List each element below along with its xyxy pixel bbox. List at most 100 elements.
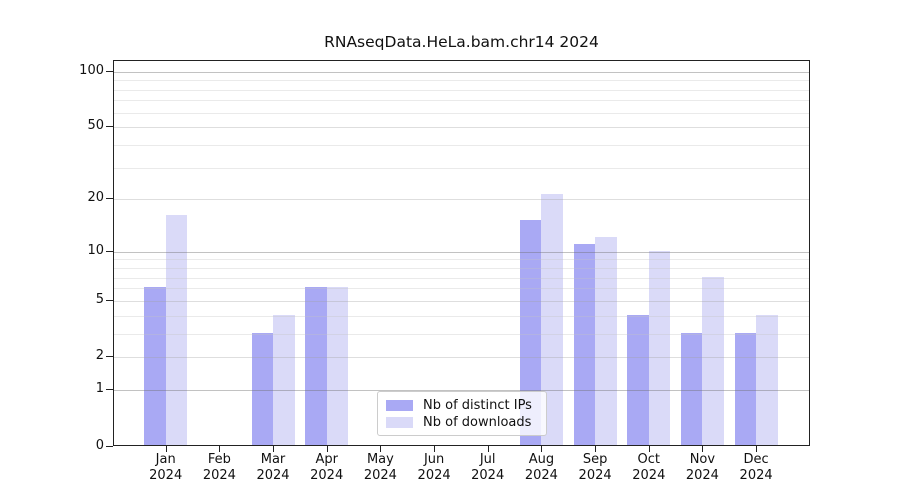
x-tick-label-month: Oct [637, 452, 661, 467]
x-tickmark-sep [595, 445, 597, 452]
y-gridline-major-100 [114, 71, 809, 73]
x-tick-label-month: Feb [207, 452, 231, 467]
y-tickmark-5 [106, 299, 113, 301]
bar-downloads-sep [595, 237, 617, 446]
x-tick-label-month: Apr [315, 452, 338, 467]
y-tickmark-10 [106, 250, 113, 252]
x-tick-label-month: Jun [423, 452, 445, 467]
y-gridline-minor-70 [114, 100, 809, 102]
bar-downloads-nov [702, 276, 724, 446]
y-gridline-minor-6 [114, 288, 809, 290]
y-gridline-sub-5 [114, 300, 809, 302]
bar-downloads-oct [648, 250, 671, 446]
x-tick-label-month: Nov [689, 452, 716, 467]
x-tick-label-year: 2024 [363, 467, 397, 483]
y-gridline-minor-4 [114, 315, 809, 317]
x-tick-label-year: 2024 [578, 467, 612, 483]
y-gridline-minor-30 [114, 167, 809, 169]
x-tick-label-dec: Dec 2024 [724, 452, 788, 483]
legend-item-downloads: Nb of downloads [386, 414, 538, 431]
x-tickmark-nov [702, 445, 704, 452]
x-tick-label-year: 2024 [632, 467, 666, 483]
x-tick-label-month: Aug [528, 452, 555, 467]
x-tick-label-sep: Sep 2024 [563, 452, 627, 483]
grid-layer [114, 61, 809, 445]
y-gridline-sub-20 [114, 199, 809, 201]
y-gridline-sub-2 [114, 357, 809, 359]
y-gridline-minor-40 [114, 144, 809, 146]
y-tick-label-20: 20 [87, 190, 104, 206]
y-tick-label-10: 10 [87, 242, 104, 258]
bar-distinct-ips-sep [573, 243, 596, 446]
x-tickmark-feb [219, 445, 221, 452]
y-gridline-minor-8 [114, 268, 809, 269]
y-tick-label-2: 2 [95, 348, 104, 364]
y-gridline-minor-9 [114, 259, 809, 261]
x-tick-label-may: May 2024 [348, 452, 412, 483]
x-tickmark-aug [541, 445, 543, 452]
x-tick-label-jul: Jul 2024 [456, 452, 520, 483]
x-tick-label-mar: Mar 2024 [241, 452, 305, 483]
y-tick-label-5: 5 [95, 291, 104, 307]
x-tick-label-year: 2024 [739, 467, 773, 483]
x-tick-label-year: 2024 [471, 467, 505, 483]
y-tick-label-1: 1 [95, 381, 104, 397]
x-tickmark-dec [756, 445, 758, 452]
bar-distinct-ips-mar [251, 332, 273, 446]
x-tick-label-month: Jul [479, 452, 496, 467]
bar-downloads-apr [326, 287, 349, 446]
x-tick-label-jan: Jan 2024 [134, 452, 198, 483]
y-gridline-minor-90 [114, 80, 809, 81]
x-tick-label-aug: Aug 2024 [509, 452, 573, 483]
chart-title: RNAseqData.HeLa.bam.chr14 2024 [324, 33, 599, 51]
x-tick-label-year: 2024 [256, 467, 290, 483]
legend-swatch-downloads-icon [386, 417, 413, 428]
y-gridline-minor-3 [114, 333, 809, 335]
x-tick-label-month: Jan [155, 452, 176, 467]
x-tick-label-month: May [366, 452, 394, 467]
x-tick-label-month: Mar [260, 452, 286, 467]
x-tickmark-may [380, 445, 382, 452]
x-tick-label-feb: Feb 2024 [187, 452, 251, 483]
x-tick-label-month: Sep [582, 452, 608, 467]
y-tick-label-0: 0 [95, 437, 104, 453]
bar-distinct-ips-oct [627, 314, 649, 446]
x-tick-label-nov: Nov 2024 [670, 452, 734, 483]
bar-distinct-ips-apr [305, 287, 327, 446]
x-tick-label-year: 2024 [202, 467, 236, 483]
x-tick-label-year: 2024 [310, 467, 344, 483]
plot-area [113, 60, 810, 446]
y-gridline-minor-60 [114, 112, 809, 114]
y-tickmark-0 [106, 445, 113, 447]
y-tick-label-100: 100 [79, 62, 104, 78]
x-tick-label-apr: Apr 2024 [295, 452, 359, 483]
bars-layer [114, 61, 809, 446]
bar-downloads-jan [165, 215, 188, 446]
y-tickmark-1 [106, 389, 113, 391]
legend-label-distinct-ips: Nb of distinct IPs [423, 398, 532, 413]
x-tick-label-month: Dec [743, 452, 769, 467]
y-tickmark-100 [106, 70, 113, 72]
legend-swatch-distinct-ips-icon [386, 400, 413, 411]
x-tick-label-year: 2024 [149, 467, 183, 483]
legend-item-distinct-ips: Nb of distinct IPs [386, 397, 538, 414]
y-gridline-sub-50 [114, 127, 809, 129]
y-tickmark-20 [106, 198, 113, 200]
x-tickmark-jun [434, 445, 436, 452]
y-gridline-minor-80 [114, 89, 809, 91]
x-tickmark-jan [165, 445, 167, 452]
x-tick-label-year: 2024 [524, 467, 558, 483]
bar-downloads-mar [273, 314, 295, 446]
bar-distinct-ips-aug [519, 220, 542, 446]
x-tickmark-jul [487, 445, 489, 452]
x-tickmark-mar [273, 445, 274, 452]
y-gridline-major-10 [114, 251, 809, 253]
bar-downloads-dec [756, 314, 778, 446]
x-tick-label-oct: Oct 2024 [617, 452, 681, 483]
y-gridline-major-1 [114, 390, 809, 392]
y-tickmark-50 [106, 126, 113, 128]
x-tick-label-year: 2024 [417, 467, 451, 483]
legend-label-downloads: Nb of downloads [423, 415, 532, 430]
x-tick-label-year: 2024 [685, 467, 719, 483]
